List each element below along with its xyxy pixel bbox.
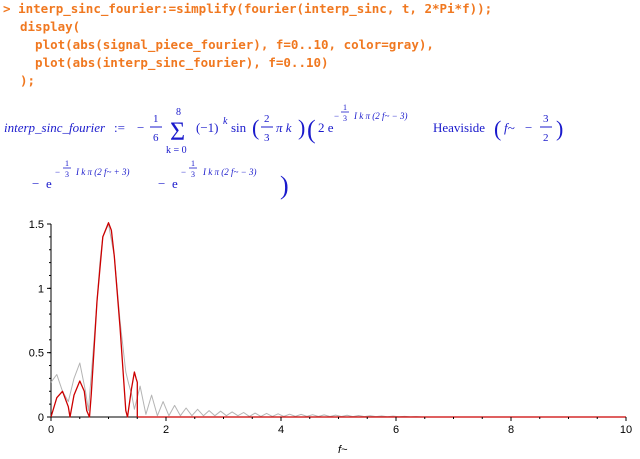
minus-sign: − [32,176,39,191]
exp-e: e [46,176,52,191]
minus-one: (−1) [196,120,219,135]
frac-numerator: 1 [153,113,159,125]
code-line: interp_sinc_fourier:=simplify(fourier(in… [18,1,493,16]
exp-e: e [172,176,178,191]
y-tick-label: 0.5 [29,348,44,360]
frac-numerator: 3 [543,113,549,125]
plot-series [50,222,626,418]
plot-ticks: 0 2 4 6 8 10 0 0.5 1 1.5 [29,219,632,436]
sum-upper-limit: 8 [176,107,181,118]
exp-frac-num: 1 [343,103,347,112]
input-line-2[interactable]: display( [20,19,81,34]
minus-sign: − [525,120,532,135]
x-axis-label: f~ [338,444,348,456]
sum-symbol: Σ [170,117,185,146]
paren: ( [494,116,501,141]
x-tick-label: 6 [393,424,399,436]
y-tick-label: 0 [38,412,44,424]
exponent-minus: − [55,167,60,177]
exponent-body: I k π (2 f~ − 3) [202,167,256,177]
exp-frac-den: 3 [65,170,69,179]
heaviside-arg-f: f~ [504,120,515,135]
series-signal-piece-fourier [50,223,422,418]
frac-denominator: 2 [543,132,549,144]
exp-frac-num: 1 [65,159,69,168]
power-k: k [223,116,228,127]
paren: ( [307,115,316,144]
x-tick-label: 10 [620,424,632,436]
input-line-4[interactable]: plot(abs(interp_sinc_fourier), f=0..10) [20,55,329,70]
x-tick-label: 0 [48,424,54,436]
paren: ) [556,116,563,141]
x-tick-label: 2 [163,424,169,436]
exponent-body: I k π (2 f~ − 3) [353,111,407,121]
pi-k: π k [276,120,292,135]
paren: ( [252,115,259,140]
exp-frac-den: 3 [191,170,195,179]
exponent-minus: − [181,167,186,177]
heaviside-function: Heaviside [433,120,485,135]
two-e: 2 e [318,120,334,135]
frac-denominator: 3 [264,132,270,144]
minus-sign: − [137,120,144,135]
frac-denominator: 6 [153,132,159,144]
input-line-3[interactable]: plot(abs(signal_piece_fourier), f=0..10,… [20,37,434,52]
series-interp-sinc-fourier [50,222,626,418]
output-lhs: interp_sinc_fourier [4,120,106,135]
sin-function: sin [231,120,247,135]
exponent-minus: − [334,111,339,121]
math-output: interp_sinc_fourier := − 1 6 8 Σ k = 0 (… [4,103,563,200]
x-tick-label: 8 [508,424,514,436]
exponent-body: I k π (2 f~ + 3) [75,167,129,177]
y-tick-label: 1.5 [29,219,44,231]
plot-output[interactable]: 0 2 4 6 8 10 0 0.5 1 1.5 f~ [0,210,640,459]
paren: ) [298,115,305,140]
minus-sign: − [158,176,165,191]
sum-lower-limit: k = 0 [166,145,187,156]
input-line-1[interactable]: > interp_sinc_fourier:=simplify(fourier(… [3,0,492,18]
frac-numerator: 2 [264,113,270,125]
paren: ) [280,171,289,200]
y-tick-label: 1 [38,283,44,295]
assign-operator: := [114,120,125,135]
exp-frac-den: 3 [343,114,347,123]
input-line-5[interactable]: ); [20,73,36,88]
x-tick-label: 4 [278,424,284,436]
exp-frac-num: 1 [191,159,195,168]
prompt-symbol: > [3,1,11,16]
